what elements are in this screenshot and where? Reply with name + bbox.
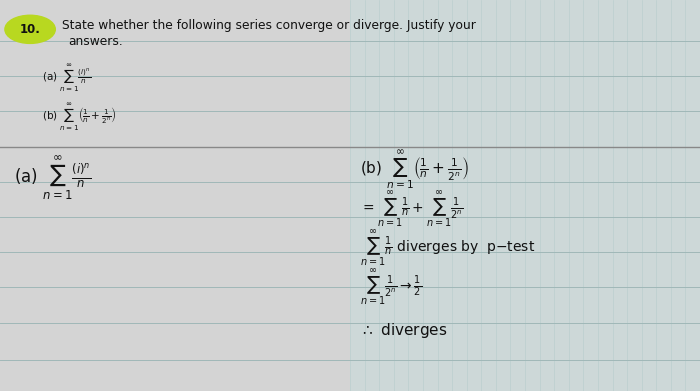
Bar	[350, 0, 700, 391]
Text: 10.: 10.	[20, 23, 41, 36]
Text: $\therefore$ diverges: $\therefore$ diverges	[360, 321, 448, 340]
Circle shape	[5, 15, 55, 43]
Text: (a) $\sum_{n=1}^{\infty} \frac{(i)^n}{n}$: (a) $\sum_{n=1}^{\infty} \frac{(i)^n}{n}…	[42, 63, 91, 94]
Text: State whether the following series converge or diverge. Justify your: State whether the following series conve…	[62, 19, 475, 32]
Bar	[0, 0, 350, 391]
Text: answers.: answers.	[69, 34, 123, 48]
Text: (b) $\sum_{n=1}^{\infty} \left(\frac{1}{n} + \frac{1}{2^n}\right)$: (b) $\sum_{n=1}^{\infty} \left(\frac{1}{…	[360, 148, 469, 192]
Text: $\sum_{n=1}^{\infty} \frac{1}{2^n} \to \frac{1}{2}$: $\sum_{n=1}^{\infty} \frac{1}{2^n} \to \…	[360, 268, 423, 307]
Text: (b) $\sum_{n=1}^{\infty} \left(\frac{1}{n} + \frac{1}{2^n}\right)$: (b) $\sum_{n=1}^{\infty} \left(\frac{1}{…	[42, 102, 117, 133]
Text: (a) $\sum_{n=1}^{\infty} \frac{(i)^n}{n}$: (a) $\sum_{n=1}^{\infty} \frac{(i)^n}{n}…	[14, 154, 92, 202]
Text: $\sum_{n=1}^{\infty} \frac{1}{n}$ diverges by  p$-$test: $\sum_{n=1}^{\infty} \frac{1}{n}$ diverg…	[360, 229, 536, 268]
Text: $= \sum_{n=1}^{\infty} \frac{1}{n} + \sum_{n=1}^{\infty} \frac{1}{2^n}$: $= \sum_{n=1}^{\infty} \frac{1}{n} + \su…	[360, 190, 464, 229]
